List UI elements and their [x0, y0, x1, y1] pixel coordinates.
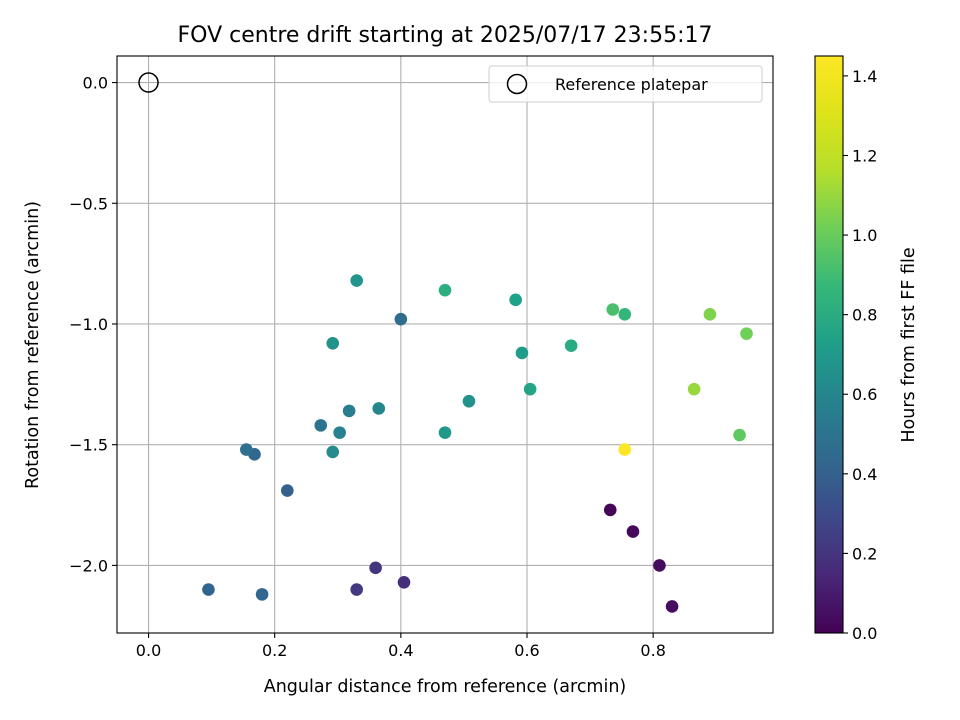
data-point [397, 576, 411, 589]
data-point [281, 484, 294, 497]
colorbar-gradient [815, 56, 843, 633]
data-point [509, 293, 522, 307]
reference-marker-layer [138, 72, 159, 93]
x-axis-ticks: 0.0 0.2 0.4 0.6 0.8 [136, 633, 666, 660]
x-tick-label: 0.0 [136, 641, 161, 660]
data-point [333, 426, 346, 439]
data-point [703, 308, 717, 321]
data-point [255, 588, 269, 601]
colorbar-label: Hours from first FF file [899, 247, 919, 442]
y-tick-label: −2.0 [69, 556, 108, 575]
x-tick-label: 0.8 [640, 641, 665, 660]
data-point [606, 303, 620, 316]
data-point [350, 274, 363, 287]
data-point [394, 312, 408, 326]
data-point [438, 426, 452, 439]
data-point [733, 428, 746, 442]
data-point [653, 559, 666, 572]
x-tick-label: 0.2 [262, 641, 287, 660]
data-point [687, 382, 701, 396]
colorbar-tick-label: 0.4 [852, 465, 877, 484]
data-point [350, 583, 363, 596]
legend-box [488, 65, 763, 103]
reference-platepar-marker [138, 72, 159, 93]
colorbar-tick-label: 0.2 [852, 544, 877, 563]
colorbar-ticks: 0.0 0.2 0.4 0.6 0.8 1.0 1.2 1.4 [843, 67, 877, 643]
data-point [462, 394, 476, 408]
y-tick-label: −0.5 [69, 194, 108, 213]
colorbar-tick-label: 0.8 [852, 306, 877, 325]
data-point [372, 402, 386, 415]
y-tick-label: 0.0 [83, 74, 108, 93]
colorbar: 0.0 0.2 0.4 0.6 0.8 1.0 1.2 1.4 Hours from firs… [814, 55, 919, 643]
legend-label-reference: Reference platepar [555, 75, 708, 94]
legend-reference-marker [506, 73, 528, 95]
data-point [515, 346, 529, 360]
x-axis-label: Angular distance from reference (arcmin) [264, 677, 627, 697]
grid-lines [117, 56, 773, 633]
data-point [626, 525, 640, 538]
data-point [523, 382, 537, 396]
data-point [240, 443, 253, 456]
x-tick-label: 0.6 [514, 641, 539, 660]
data-point [202, 583, 215, 596]
y-axis-label: Rotation from reference (arcmin) [23, 201, 43, 489]
data-point [438, 283, 452, 297]
data-point [740, 327, 753, 340]
data-point [342, 404, 356, 418]
data-point [564, 339, 578, 353]
data-points [202, 274, 753, 613]
data-point [326, 336, 340, 350]
colorbar-frame [814, 55, 844, 634]
data-point [326, 445, 340, 459]
chart-title: FOV centre drift starting at 2025/07/17 … [178, 23, 713, 48]
colorbar-tick-label: 1.2 [852, 146, 877, 165]
data-point [603, 503, 617, 517]
data-point [618, 443, 632, 456]
data-point [369, 561, 382, 575]
colorbar-tick-label: 0.6 [852, 385, 877, 404]
data-point [618, 308, 632, 321]
colorbar-tick-label: 1.4 [852, 67, 877, 86]
y-axis-ticks: 0.0 −0.5 −1.0 −1.5 −2.0 [69, 74, 117, 575]
legend: Reference platepar [488, 65, 763, 103]
colorbar-tick-label: 1.0 [852, 226, 877, 245]
data-point [665, 600, 679, 613]
colorbar-tick-label: 0.0 [852, 624, 877, 643]
data-point [314, 419, 328, 432]
y-tick-label: −1.5 [69, 436, 108, 455]
plot-frame [116, 55, 774, 634]
x-tick-label: 0.4 [388, 641, 413, 660]
y-tick-label: −1.0 [69, 315, 108, 334]
